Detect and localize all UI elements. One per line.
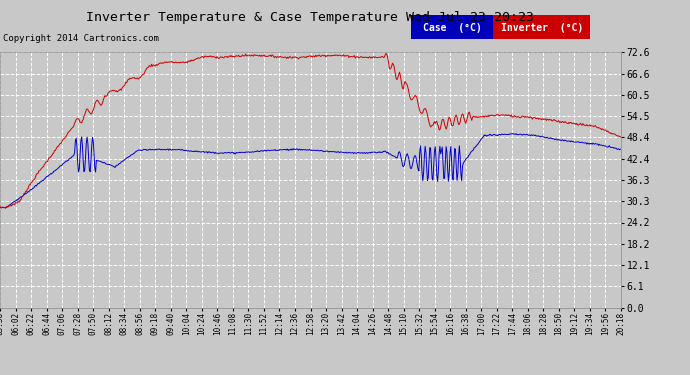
Text: Copyright 2014 Cartronics.com: Copyright 2014 Cartronics.com bbox=[3, 34, 159, 43]
Text: Case  (°C): Case (°C) bbox=[422, 23, 482, 33]
Text: Inverter Temperature & Case Temperature Wed Jul 23 20:23: Inverter Temperature & Case Temperature … bbox=[86, 11, 535, 24]
Text: Inverter  (°C): Inverter (°C) bbox=[500, 23, 583, 33]
